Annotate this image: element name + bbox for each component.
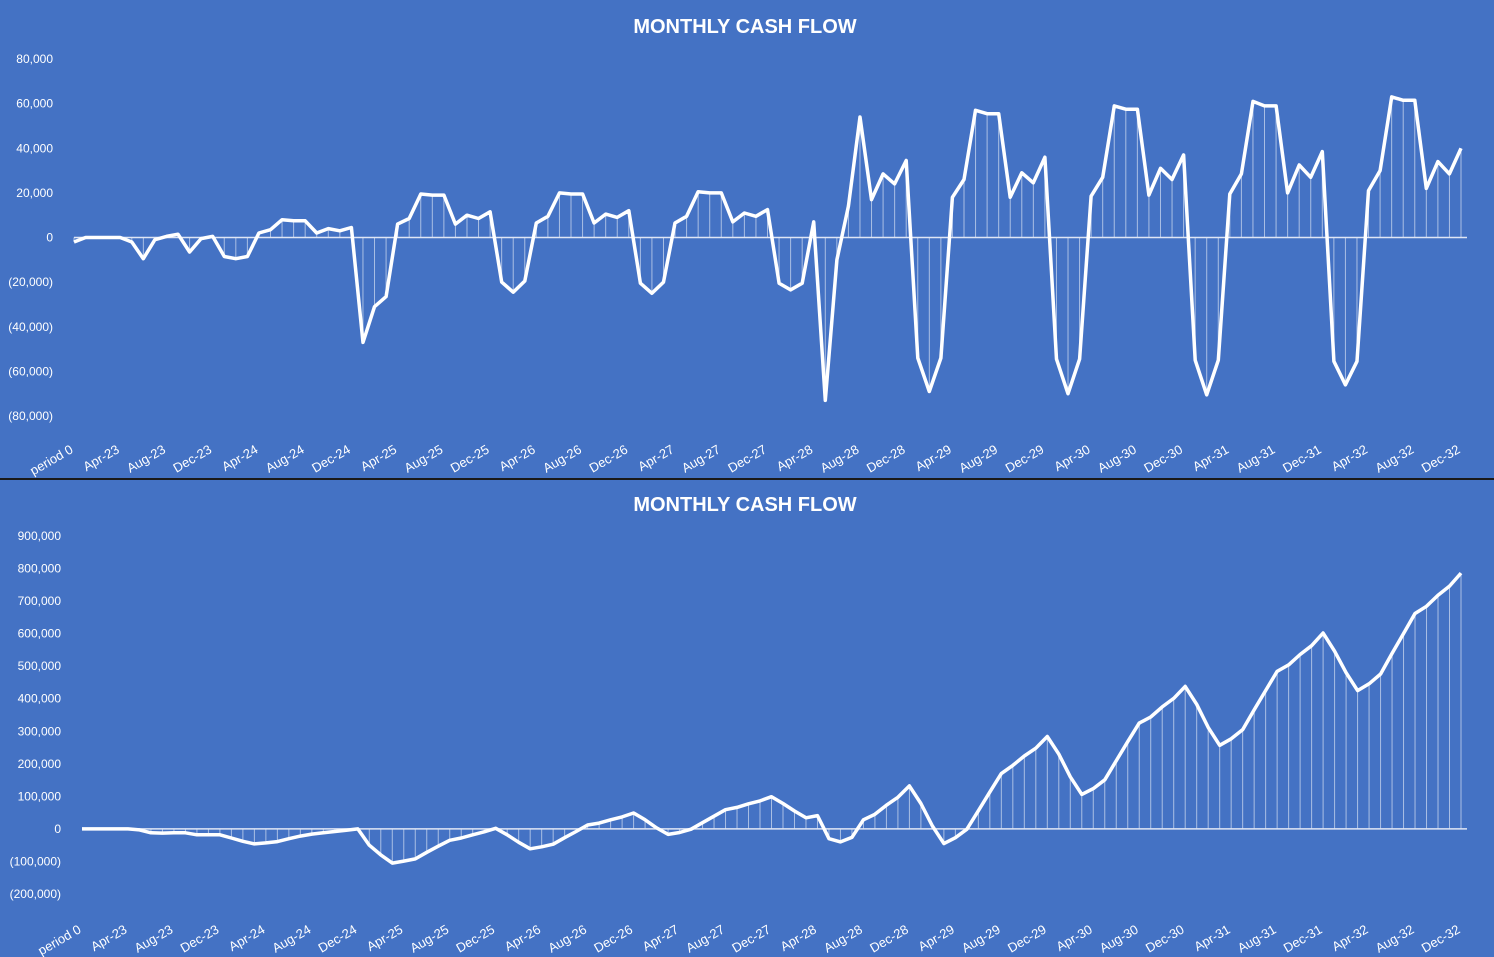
y-tick-label: 60,000 [16, 97, 53, 111]
x-tick-label: Apr-32 [1329, 922, 1370, 955]
y-tick-label: (20,000) [8, 275, 53, 289]
x-tick-label: Apr-31 [1190, 442, 1231, 475]
x-tick-label: period 0 [35, 922, 83, 957]
x-tick-label: Apr-28 [778, 922, 819, 955]
x-tick-label: Dec-23 [178, 922, 222, 956]
x-tick-label: Apr-23 [80, 442, 121, 475]
y-tick-label: 500,000 [18, 659, 62, 673]
y-tick-label: (40,000) [8, 320, 53, 334]
chart-top: MONTHLY CASH FLOW 80,000 60,000 40,000 20,0… [8, 16, 1467, 478]
chart-title: MONTHLY CASH FLOW [633, 494, 856, 516]
x-tick-label: Aug-31 [1235, 922, 1279, 956]
x-tick-label: Aug-32 [1373, 922, 1417, 956]
x-tick-label: Aug-32 [1372, 442, 1416, 476]
x-tick-label: Dec-27 [725, 442, 769, 476]
x-tick-label: Dec-27 [729, 922, 773, 956]
x-tick-label: Dec-31 [1281, 922, 1325, 956]
x-tick-label: Dec-29 [1003, 442, 1047, 476]
x-tick-label: Aug-25 [402, 442, 446, 476]
x-tick-label: Apr-29 [913, 442, 954, 475]
x-tick-label: Apr-26 [497, 442, 538, 475]
x-tick-label: Dec-28 [864, 442, 908, 476]
y-tick-label: 80,000 [16, 52, 53, 66]
x-tick-label: Dec-25 [448, 442, 492, 476]
y-tick-label: (80,000) [8, 409, 53, 423]
x-tick-label: Aug-28 [821, 922, 865, 956]
x-tick-label: Apr-30 [1053, 922, 1094, 955]
x-tick-label: Aug-26 [545, 922, 589, 956]
x-tick-label: Aug-23 [124, 442, 168, 476]
divider [0, 478, 1494, 480]
x-tick-label: Dec-32 [1419, 922, 1463, 956]
x-tick-label: Aug-24 [263, 442, 307, 476]
series-line [73, 95, 1463, 403]
y-tick-label: 0 [46, 231, 53, 245]
y-tick-label: (200,000) [10, 887, 61, 901]
x-tick-label: Dec-30 [1143, 922, 1187, 956]
chart-title: MONTHLY CASH FLOW [633, 16, 856, 38]
y-tick-label: 900,000 [18, 529, 62, 543]
x-tick-label: Apr-25 [358, 442, 399, 475]
x-tick-label: Dec-31 [1280, 442, 1324, 476]
x-tick-label: Apr-32 [1329, 442, 1370, 475]
chart-bottom: MONTHLY CASH FLOW 900,000 800,000 700,000 6… [10, 494, 1467, 957]
x-tick-label: Apr-29 [916, 922, 957, 955]
y-tick-label: (100,000) [10, 854, 61, 868]
x-tick-label: Dec-24 [315, 922, 359, 956]
y-tick-label: 300,000 [18, 724, 62, 738]
x-tick-label: Aug-27 [683, 922, 727, 956]
chart-panel-top: MONTHLY CASH FLOW 80,000 60,000 40,000 20,0… [0, 0, 1494, 478]
x-tick-label: Aug-26 [540, 442, 584, 476]
x-tick-label: Aug-30 [1097, 922, 1141, 956]
x-tick-label: Apr-31 [1191, 922, 1232, 955]
x-tick-label: Aug-23 [132, 922, 176, 956]
x-tick-label: Apr-27 [635, 442, 676, 475]
x-tick-label: Dec-29 [1005, 922, 1049, 956]
x-tick-label: Aug-30 [1095, 442, 1139, 476]
y-tick-label: 700,000 [18, 594, 62, 608]
x-tick-label: Dec-23 [170, 442, 214, 476]
y-tick-label: 20,000 [16, 186, 53, 200]
y-tick-label: 600,000 [18, 627, 62, 641]
y-tick-label: 800,000 [18, 562, 62, 576]
x-tick-label: Apr-30 [1051, 442, 1092, 475]
series-line [82, 571, 1463, 865]
x-tick-label: Aug-29 [959, 922, 1003, 956]
x-tick-label: Aug-28 [818, 442, 862, 476]
y-tick-label: 0 [54, 822, 61, 836]
x-tick-label: Aug-27 [679, 442, 723, 476]
x-tick-label: Aug-29 [956, 442, 1000, 476]
x-tick-label: period 0 [27, 442, 75, 478]
x-tick-label: Dec-28 [867, 922, 911, 956]
x-tick-label: Aug-25 [407, 922, 451, 956]
x-tick-label: Apr-23 [88, 922, 129, 955]
x-tick-label: Apr-26 [502, 922, 543, 955]
y-tick-label: 100,000 [18, 789, 62, 803]
x-tick-label: Dec-24 [309, 442, 353, 476]
y-tick-label: 40,000 [16, 141, 53, 155]
y-tick-label: 200,000 [18, 757, 62, 771]
x-tick-label: Dec-32 [1419, 442, 1463, 476]
y-tick-label: (60,000) [8, 364, 53, 378]
x-tick-label: Dec-25 [453, 922, 497, 956]
y-tick-label: 400,000 [18, 692, 62, 706]
x-tick-label: Dec-26 [591, 922, 635, 956]
x-tick-label: Apr-25 [364, 922, 405, 955]
x-tick-label: Dec-30 [1141, 442, 1185, 476]
x-tick-label: Dec-26 [586, 442, 630, 476]
x-tick-label: Apr-24 [226, 922, 267, 955]
x-tick-label: Apr-27 [640, 922, 681, 955]
x-tick-label: Aug-24 [270, 922, 314, 956]
x-tick-label: Aug-31 [1234, 442, 1278, 476]
x-tick-label: Apr-28 [774, 442, 815, 475]
x-tick-label: Apr-24 [219, 442, 260, 475]
chart-panel-bottom: MONTHLY CASH FLOW 900,000 800,000 700,000 6… [0, 480, 1494, 957]
